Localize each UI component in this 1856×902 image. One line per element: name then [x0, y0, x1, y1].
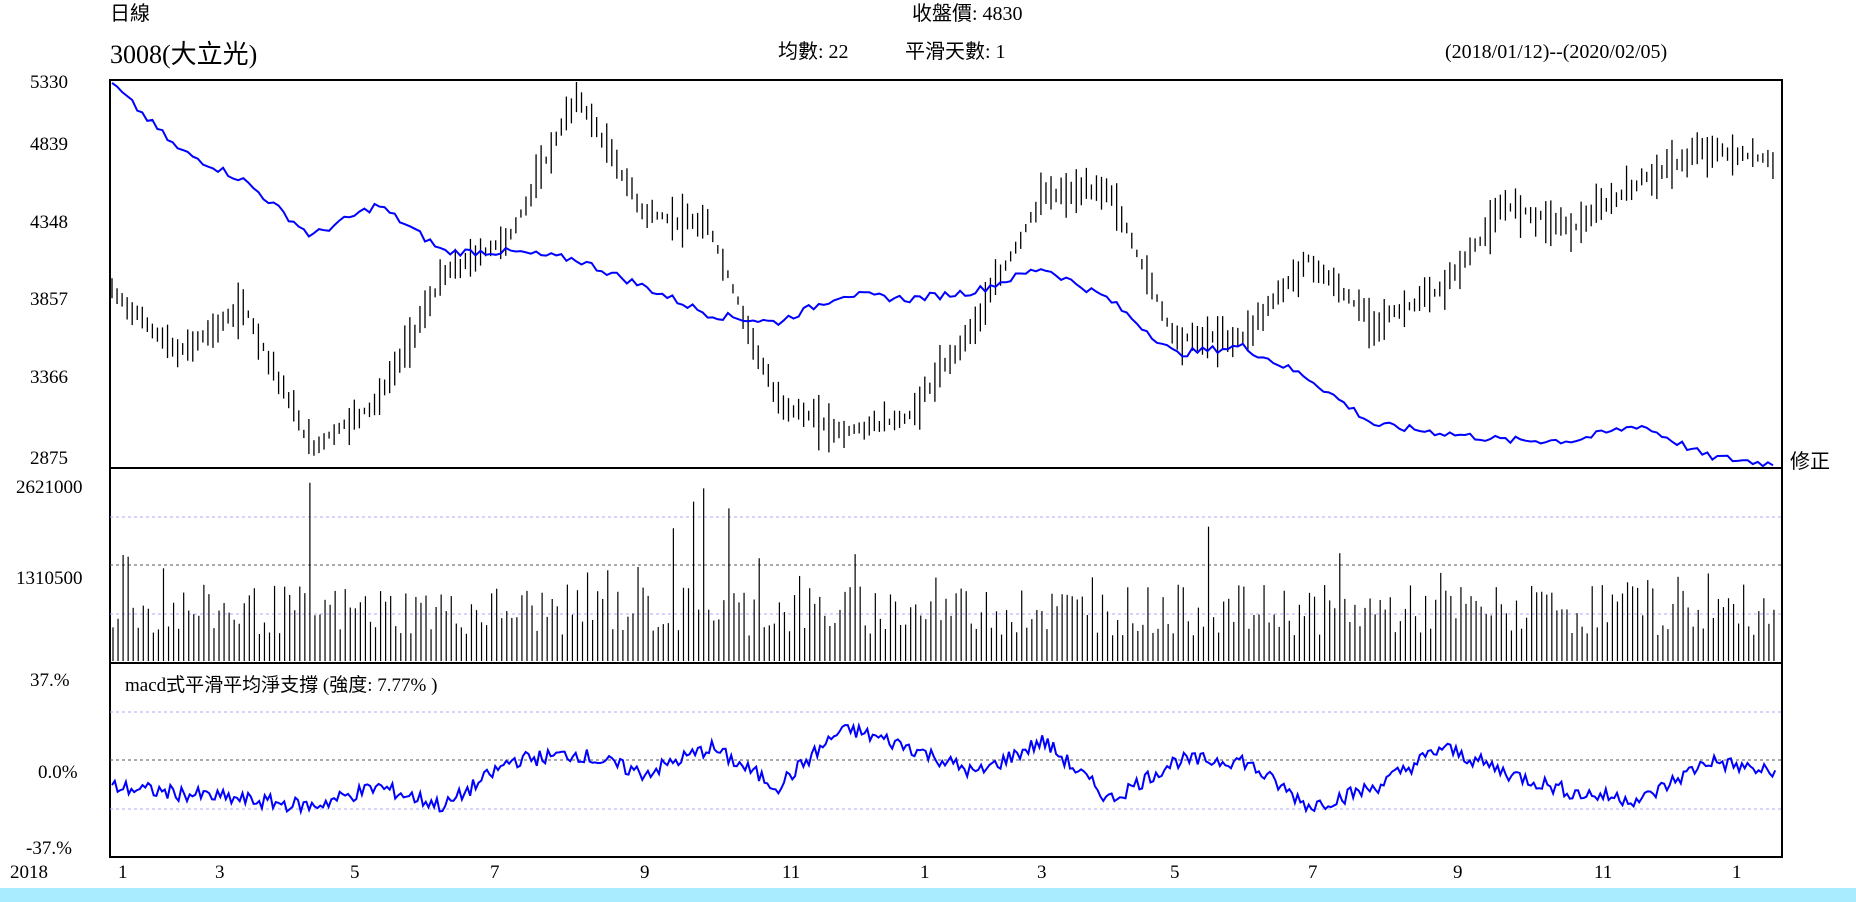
price-tick-label: 2875: [30, 448, 68, 469]
price-tick-label: 4348: [30, 212, 68, 233]
x-axis-label: 1: [920, 862, 930, 883]
x-axis-label: 7: [1308, 862, 1318, 883]
macd-title: macd式平滑平均淨支撐 (強度: 7.77% ): [125, 674, 437, 696]
average-label: 均數: 22: [778, 41, 849, 63]
macd-tick-label: 37.%: [30, 670, 70, 691]
x-axis-label: 7: [490, 862, 500, 883]
x-axis-labels: 2018 1 3 5 7 9 11 1 3 5 7 9 11 1: [10, 862, 1742, 883]
x-axis-label: 11: [782, 862, 800, 883]
volume-ticks: 2621000 1310500: [16, 477, 83, 589]
stock-title: 3008(大立光): [110, 40, 258, 69]
x-axis-label: 1: [118, 862, 128, 883]
x-axis-label: 11: [1594, 862, 1612, 883]
x-axis-label: 9: [1453, 862, 1463, 883]
price-candles: [111, 82, 1774, 456]
volume-bars: [112, 482, 1775, 661]
macd-ticks: 37.% 0.0% -37.%: [26, 670, 78, 859]
macd-tick-label: 0.0%: [38, 762, 78, 783]
price-panel: [109, 79, 1783, 469]
date-range-label: (2018/01/12)--(2020/02/05): [1445, 41, 1668, 63]
price-tick-label: 3857: [30, 289, 68, 310]
period-label: 日線: [110, 3, 150, 25]
x-axis-label: 1: [1732, 862, 1742, 883]
price-tick-label: 4839: [30, 134, 68, 155]
macd-tick-label: -37.%: [26, 838, 72, 859]
smooth-days-label: 平滑天數: 1: [905, 41, 1006, 63]
bottom-bar: [0, 888, 1856, 902]
x-axis-label: 5: [1170, 862, 1180, 883]
x-axis-label: 3: [215, 862, 225, 883]
close-price-label: 收盤價: 4830: [912, 3, 1023, 25]
volume-tick-label: 1310500: [16, 568, 83, 589]
price-ticks: 5330 4839 4348 3857 3366 2875: [30, 72, 68, 469]
ma-line: [111, 82, 1774, 468]
x-axis-label: 2018: [10, 862, 48, 883]
price-tick-label: 3366: [30, 367, 68, 388]
volume-tick-label: 2621000: [16, 477, 83, 498]
x-axis-label: 5: [350, 862, 360, 883]
macd-line: [111, 721, 1777, 816]
price-tick-label: 5330: [30, 72, 68, 93]
x-axis-label: 9: [640, 862, 650, 883]
adjust-button[interactable]: 修正: [1790, 451, 1830, 473]
x-axis-label: 3: [1037, 862, 1047, 883]
